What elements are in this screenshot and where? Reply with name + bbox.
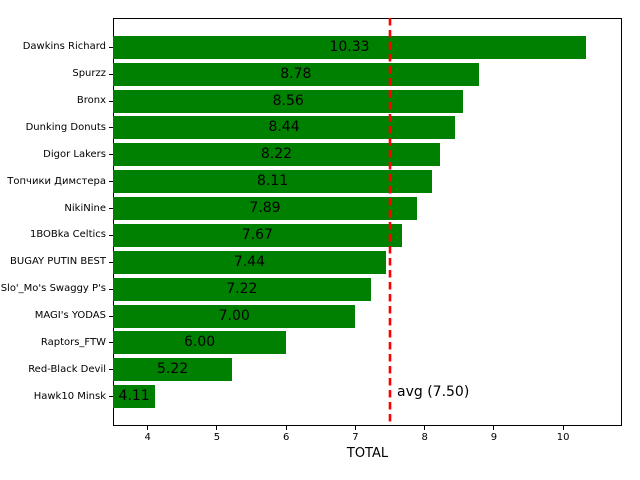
bar-value-label: 4.11 [118,388,150,405]
bar [113,143,440,167]
x-tick-mark [216,426,218,430]
x-tick-label: 7 [352,432,359,443]
bar-value-label: 7.00 [218,307,250,324]
bar [113,116,456,140]
bar-value-label: 8.56 [272,92,304,109]
bar [113,385,156,409]
plot-area [113,18,622,426]
x-tick-label: 4 [144,432,151,443]
x-tick-mark [147,426,149,430]
bar-value-label: 8.44 [268,119,300,136]
y-tick-label: Dunking Donuts [25,121,106,133]
bar [113,89,464,113]
y-tick-label: 1BOBka Celtics [29,229,106,241]
bar-value-label: 7.67 [241,226,273,243]
bar-value-label: 6.00 [183,334,216,351]
y-tick-mark [109,181,113,183]
bar-value-label: 7.89 [249,200,281,217]
y-tick-mark [109,127,113,129]
x-tick-mark [424,426,426,430]
x-tick-mark [493,426,495,430]
x-tick-label: 6 [282,432,290,443]
y-tick-label: Hawk10 Minsk [33,390,106,402]
x-tick-label: 10 [556,432,570,443]
y-tick-label: Dawkins Richard [22,41,106,53]
y-tick-mark [109,100,113,102]
y-tick-mark [109,315,113,317]
bar [113,250,386,274]
x-tick-mark [562,426,564,430]
y-tick-label: Slo'_Mo's Swaggy P's [0,283,106,295]
bar-value-label: 8.78 [280,65,312,82]
bar [113,62,479,86]
avg-line-label: avg (7.50) [397,384,470,400]
bar-value-label: 8.22 [260,146,293,163]
y-tick-mark [109,369,113,371]
x-tick-label: 9 [490,432,498,443]
y-tick-mark [109,261,113,263]
bar [113,277,371,301]
bar-value-label: 7.44 [233,253,265,270]
x-axis-title: TOTAL [346,446,389,461]
bar [113,197,417,221]
bar [113,358,233,382]
bar [113,331,287,355]
y-tick-mark [109,288,113,290]
y-tick-mark [109,73,113,75]
x-tick-mark [354,426,356,430]
bar-value-label: 8.11 [257,173,289,190]
bar [113,170,433,194]
y-tick-mark [109,154,113,156]
y-tick-label: Red-Black Devil [28,363,106,375]
y-tick-mark [109,46,113,48]
y-tick-mark [109,396,113,398]
y-tick-mark [109,342,113,344]
y-tick-mark [109,234,113,236]
x-tick-mark [285,426,287,430]
y-tick-label: Raptors_FTW [40,336,106,348]
y-tick-label: Топчики Димстера [7,175,106,187]
y-tick-mark [109,208,113,210]
x-tick-label: 5 [213,432,221,443]
bar [113,304,356,328]
bar [113,35,586,59]
y-tick-label: BUGAY PUTIN BEST [10,256,106,268]
y-tick-label: NikiNine [64,202,106,214]
y-tick-label: Spurzz [72,68,106,80]
y-tick-label: Digor Lakers [43,148,106,160]
y-tick-label: MAGI's YODAS [34,310,106,322]
bar [113,223,402,247]
bar-value-label: 7.22 [226,280,258,297]
x-tick-label: 8 [421,432,428,443]
avg-line-layer [388,18,392,426]
bar-value-label: 5.22 [156,361,189,378]
bar-value-label: 10.33 [329,38,370,55]
y-tick-label: Bronx [76,95,106,107]
